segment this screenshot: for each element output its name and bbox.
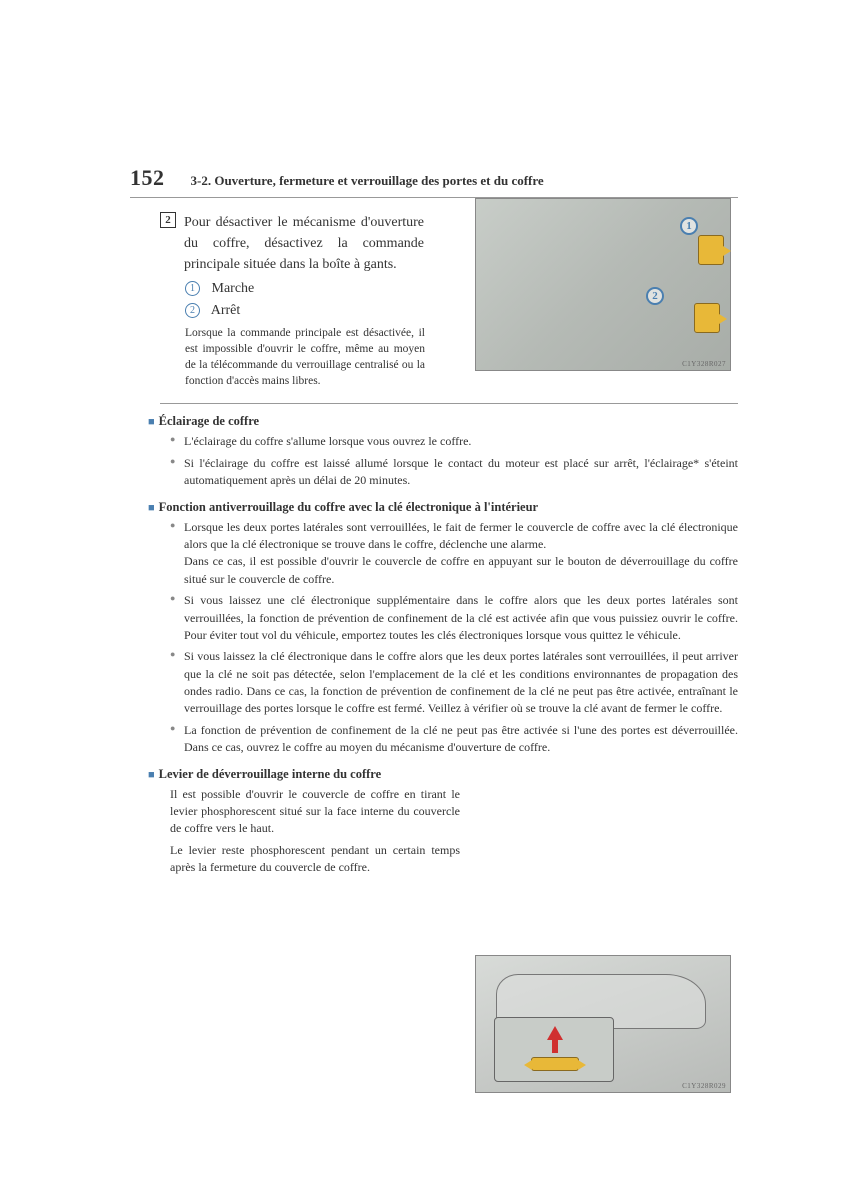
topics: Éclairage de coffre L'éclairage du coffre… [130,414,738,876]
inset-panel [494,1017,614,1082]
bullet-item: Lorsque les deux portes latérales sont v… [170,519,738,589]
arrow-up-icon [547,1026,563,1040]
step-number-box: 2 [160,212,176,228]
topic-title: Fonction antiverrouillage du coffre avec… [148,500,738,515]
separator [160,403,738,404]
paragraph: Le levier reste phosphorescent pendant u… [170,842,460,877]
manual-page: 152 3-2. Ouverture, fermeture et verroui… [0,0,848,937]
page-header: 152 3-2. Ouverture, fermeture et verroui… [130,165,738,198]
bullet-item: La fonction de prévention de confinement… [170,722,738,757]
switch-knob [694,303,720,333]
option-2-label: Arrêt [211,303,241,318]
release-lever [531,1057,579,1071]
figure1-code: C1Y328R027 [682,360,726,368]
bullet-item: Si vous laissez une clé électronique sup… [170,592,738,644]
paragraph: Il est possible d'ouvrir le couvercle de… [170,786,460,838]
step-note: Lorsque la commande principale est désac… [185,325,425,389]
step-text: Pour désactiver le mécanisme d'ouverture… [184,212,424,275]
topic: Éclairage de coffre L'éclairage du coffre… [148,414,738,489]
bullet-item: Si l'éclairage du coffre est laissé allu… [170,455,738,490]
topic-title: Éclairage de coffre [148,414,738,429]
switch-knob [698,235,724,265]
figure-callout: 2 [646,287,664,305]
section-title: 3-2. Ouverture, fermeture et verrouillag… [191,173,544,189]
topic: Levier de déverrouillage interne du coff… [148,767,738,877]
circle-2: 2 [185,303,200,318]
circle-1: 1 [185,281,200,296]
bullet-item: L'éclairage du coffre s'allume lorsque v… [170,433,738,450]
figure-glovebox-switch: 1 2 C1Y328R027 [475,198,731,371]
option-1-label: Marche [212,281,255,296]
topic-title: Levier de déverrouillage interne du coff… [148,767,738,782]
bullet-item: Si vous laissez la clé électronique dans… [170,648,738,718]
topic: Fonction antiverrouillage du coffre avec… [148,500,738,757]
page-number: 152 [130,165,165,191]
figure-callout: 1 [680,217,698,235]
figure-trunk-lever: C1Y328R029 [475,955,731,1093]
figure2-code: C1Y328R029 [682,1082,726,1090]
